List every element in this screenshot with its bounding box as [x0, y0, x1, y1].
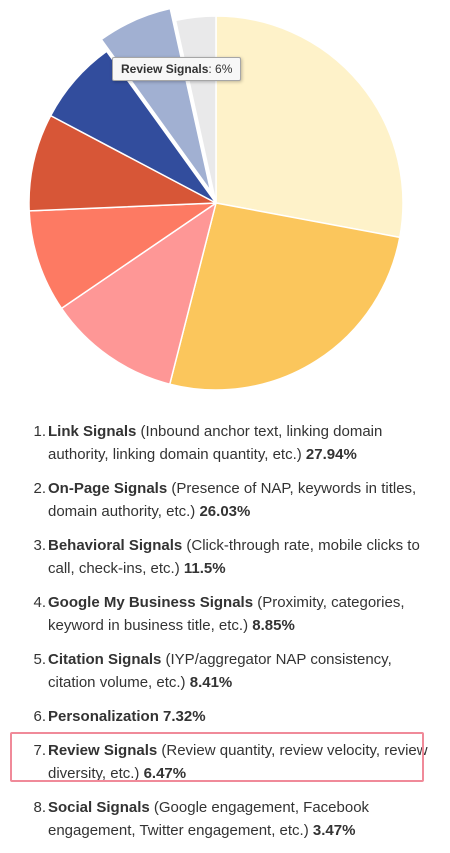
tooltip-separator: :	[208, 62, 216, 76]
list-item: 7. Review Signals (Review quantity, revie…	[0, 739, 450, 785]
item-percent: 26.03%	[199, 503, 251, 520]
list-item: 1. Link Signals (Inbound anchor text, lin…	[0, 420, 450, 466]
item-number: 3.	[33, 537, 46, 554]
item-percent: 7.32%	[163, 708, 206, 725]
item-name: Link Signals	[48, 423, 137, 440]
item-name: Behavioral Signals	[48, 537, 183, 554]
item-percent: 27.94%	[305, 446, 357, 463]
item-name: Personalization	[48, 708, 159, 725]
list-item: 6. Personalization 7.32%	[0, 705, 450, 728]
item-description: (Click-through rate, mobile clicks to ca…	[48, 537, 420, 577]
pie-slice-review-signals[interactable]	[100, 7, 212, 192]
item-name: Google My Business Signals	[48, 594, 254, 611]
list-item: 8. Social Signals (Google engagement, Fac…	[0, 796, 450, 842]
pie-slice-behavioral-signals[interactable]	[60, 202, 217, 385]
item-description: (Proximity, categories, keyword in busin…	[48, 594, 405, 634]
pie-slice-google-my-business-signals[interactable]	[28, 202, 217, 310]
tooltip-value: 6%	[215, 62, 233, 76]
item-name: Citation Signals	[48, 651, 162, 668]
tooltip-series-name: Review Signals	[121, 62, 209, 76]
list-item: 5. Citation Signals (IYP/aggregator NAP c…	[0, 648, 450, 694]
item-number: 2.	[33, 480, 46, 497]
item-number: 6.	[33, 708, 46, 725]
item-name: On-Page Signals	[48, 480, 168, 497]
review-signals-highlight-box	[10, 732, 424, 782]
item-description: (Google engagement, Facebook engagement,…	[48, 799, 370, 839]
chart-tooltip: Review Signals: 6%	[112, 57, 242, 81]
item-number: 8.	[33, 799, 46, 816]
item-percent: 6.47%	[143, 765, 187, 782]
item-percent: 8.41%	[189, 674, 233, 691]
item-percent: 3.47%	[312, 822, 356, 839]
list-item: 2. On-Page Signals (Presence of NAP, keyw…	[0, 477, 450, 523]
item-percent: 8.85%	[252, 617, 295, 634]
pie-slice-link-signals[interactable]	[215, 15, 404, 239]
item-description: (Presence of NAP, keywords in titles, do…	[48, 480, 417, 520]
item-name: Social Signals	[48, 799, 150, 816]
pie-slice-citation-signals[interactable]	[28, 114, 217, 212]
item-number: 4.	[33, 594, 46, 611]
item-description: (IYP/aggregator NAP consistency, citatio…	[48, 651, 392, 691]
pie-slice-personalization[interactable]	[49, 50, 217, 204]
pie-slice-on-page-signals[interactable]	[169, 202, 401, 391]
item-description: (Review quantity, review velocity, revie…	[48, 742, 428, 782]
ranking-factors-list: 1. Link Signals (Inbound anchor text, lin…	[0, 420, 450, 853]
item-number: 1.	[33, 423, 46, 440]
list-item: 3. Behavioral Signals (Click-through rate…	[0, 534, 450, 580]
pie-chart: Review Signals: 6%	[0, 0, 450, 400]
item-percent: 11.5%	[183, 560, 226, 577]
pie-chart-svg	[28, 7, 404, 391]
item-number: 5.	[33, 651, 46, 668]
list-item: 4. Google My Business Signals (Proximity,…	[0, 591, 450, 637]
item-name: Review Signals	[48, 742, 158, 759]
item-number: 7.	[33, 742, 46, 759]
item-description: (Inbound anchor text, linking domain aut…	[48, 423, 383, 463]
